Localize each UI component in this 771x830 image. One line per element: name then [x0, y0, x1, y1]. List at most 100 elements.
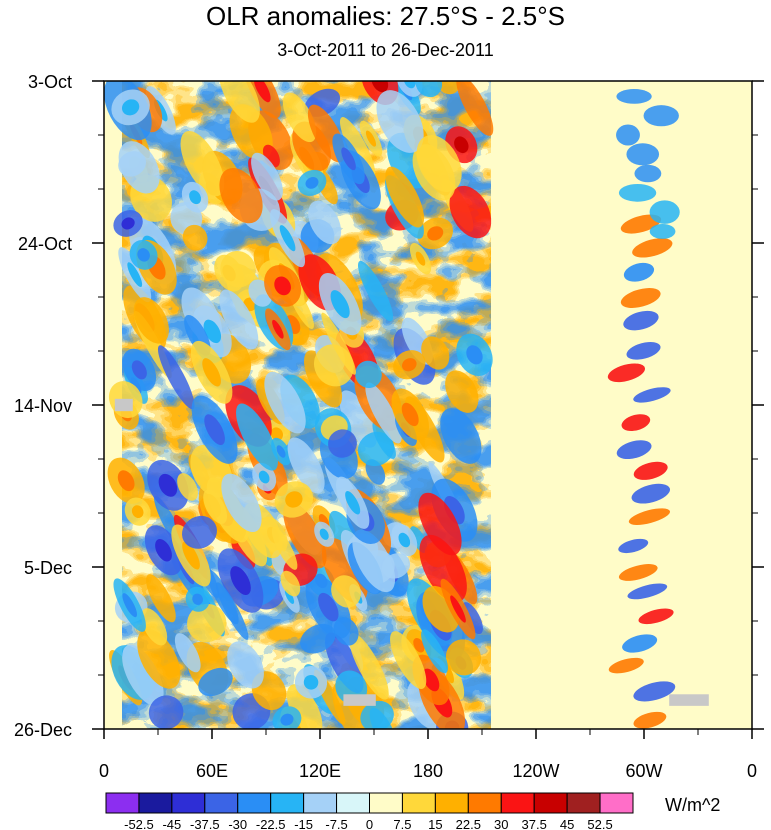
y-tick-label: 24-Oct [18, 234, 72, 254]
anomaly-blob-shape [122, 644, 164, 706]
anomaly-blob [187, 603, 227, 643]
quiet-band [500, 81, 599, 729]
anomaly-blob-shape [328, 429, 357, 458]
anomaly-blob-shape [282, 92, 317, 143]
anomaly-blob [445, 370, 479, 413]
anomaly-blob-core [122, 593, 137, 618]
anomaly-blob [264, 264, 302, 307]
anomaly-blob [118, 151, 147, 177]
anomaly-blob-shape [385, 166, 425, 228]
missing-data-patch [343, 694, 376, 706]
anomaly-blob-shape [419, 534, 467, 603]
anomaly-blob-shape [415, 81, 443, 98]
anomaly-blob-core [365, 130, 377, 147]
band-anomaly-blob [618, 538, 649, 554]
anomaly-blob-shape [440, 408, 482, 464]
band-anomaly-blob [616, 440, 652, 460]
anomaly-blob [300, 623, 336, 654]
band-anomaly-blob [632, 238, 673, 258]
anomaly-blob [221, 473, 262, 533]
anomaly-blob [216, 582, 249, 640]
colorbar-swatch [270, 792, 305, 814]
anomaly-blob-core [137, 248, 150, 262]
anomaly-blob-core [202, 358, 221, 387]
anomaly-blob-core [413, 637, 425, 653]
colorbar-label: -37.5 [190, 817, 220, 830]
anomaly-blob-shape [355, 360, 382, 389]
anomaly-blob-core [274, 276, 291, 296]
band-anomaly-blob [627, 583, 668, 600]
chart-title: OLR anomalies: 27.5°S - 2.5°S [206, 1, 565, 31]
anomaly-blob-shape [456, 81, 494, 136]
anomaly-blob-core [276, 445, 286, 458]
anomaly-blob [283, 501, 327, 569]
anomaly-blob [157, 345, 195, 410]
anomaly-blob [219, 289, 259, 350]
colorbar-label: -52.5 [124, 817, 154, 830]
band-anomaly-blob [638, 608, 674, 625]
colorbar-label: 0 [366, 817, 373, 830]
anomaly-blob-core [401, 402, 419, 427]
anomaly-blob [185, 586, 210, 612]
anomaly-blob [171, 524, 211, 587]
band-anomaly-blob [616, 89, 652, 104]
anomaly-blob-shape [365, 382, 402, 444]
anomaly-blob-core [450, 595, 466, 623]
band-anomaly-blob [649, 223, 676, 239]
band-anomaly-blob [623, 262, 655, 282]
anomaly-blob-shape [198, 667, 233, 697]
anomaly-blob-shape [141, 608, 168, 646]
anomaly-blob-core [454, 136, 469, 154]
anomaly-blob-shape [360, 700, 394, 729]
y-tick-label: 5-Dec [24, 558, 72, 578]
anomaly-blob-shape [445, 639, 482, 676]
anomaly-blob [415, 81, 443, 98]
anomaly-blob-core [189, 190, 202, 205]
anomaly-blob [365, 382, 402, 444]
anomaly-blob-shape [321, 312, 356, 375]
anomaly-blob [122, 644, 164, 706]
anomaly-blob-shape [331, 575, 361, 608]
band-anomaly-blob [608, 657, 644, 674]
anomaly-blob [445, 639, 482, 676]
anomaly-blob-shape [300, 623, 336, 654]
anomaly-blob-shape [287, 437, 325, 494]
olr-anomaly-field [104, 81, 752, 729]
x-tick-label: 0 [747, 761, 757, 781]
colorbar-label: -30 [228, 817, 247, 830]
anomaly-blob-shape [339, 390, 378, 448]
anomaly-blob [113, 210, 143, 237]
y-tick-label: 14-Nov [14, 396, 72, 416]
anomaly-blob-shape [421, 336, 450, 370]
anomaly-blob-shape [333, 617, 359, 646]
anomaly-blob [111, 89, 150, 126]
anomaly-blob [287, 437, 325, 494]
anomaly-blob-core [131, 360, 147, 380]
band-anomaly-blob [634, 164, 662, 183]
anomaly-blob [190, 340, 233, 404]
colorbar-swatch [533, 792, 568, 814]
anomaly-blob [355, 360, 382, 389]
anomaly-blob [180, 130, 225, 197]
anomaly-blob [217, 548, 264, 613]
band-anomaly-blob [633, 387, 671, 403]
anomaly-blob-shape [264, 371, 306, 434]
anomaly-blob [122, 348, 157, 392]
anomaly-blob-shape [118, 151, 147, 177]
anomaly-blob [181, 515, 217, 549]
band-anomaly-blob [618, 184, 657, 202]
anomaly-blob-shape [174, 633, 201, 673]
anomaly-blob-core [422, 668, 440, 692]
anomaly-blob-shape [236, 403, 278, 471]
anomaly-blob-core [319, 528, 329, 540]
anomaly-blob-core [345, 490, 361, 515]
anomaly-blob-core [371, 81, 389, 93]
colorbar-swatch [336, 792, 370, 814]
anomaly-blob [314, 521, 335, 547]
anomaly-blob-shape [280, 570, 301, 597]
anomaly-blob [286, 684, 323, 729]
anomaly-blob [282, 92, 317, 143]
anomaly-blob [359, 120, 383, 157]
anomaly-blob-shape [349, 633, 389, 700]
